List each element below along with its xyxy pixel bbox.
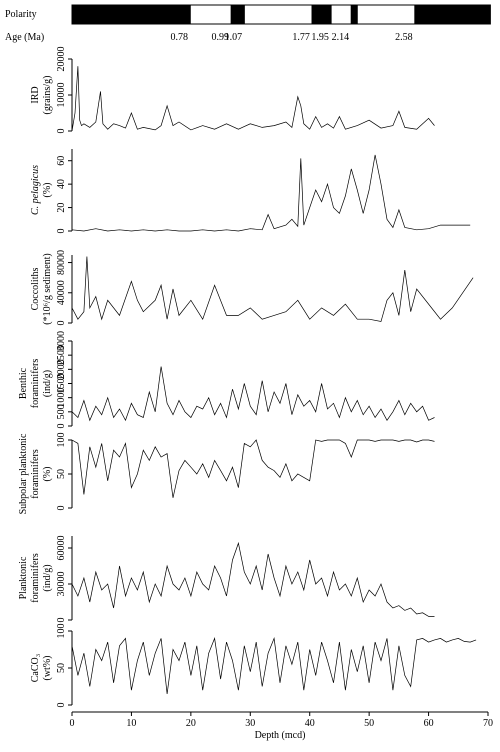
polarity-interval <box>350 4 358 25</box>
polarity-interval <box>356 4 416 25</box>
y-tick-label: 100 <box>56 433 67 448</box>
age-value: 0.78 <box>171 32 189 43</box>
data-line <box>71 541 435 617</box>
polarity-interval <box>71 4 191 25</box>
y-axis-title: foraminifers <box>30 359 41 409</box>
data-line <box>71 256 474 322</box>
x-tick-label: 50 <box>364 718 374 729</box>
y-axis-title: C. pelagicus <box>30 165 41 215</box>
y-tick-label: 2000 <box>56 359 67 379</box>
y-tick-label: 0 <box>56 424 67 429</box>
x-tick-label: 20 <box>186 718 196 729</box>
y-tick-label: 0 <box>56 506 67 511</box>
y-tick-label: 60 <box>56 156 67 166</box>
y-axis-title: Subpolar planktonic <box>18 433 29 514</box>
data-line <box>71 439 435 498</box>
y-axis-title: (ind/g) <box>42 564 53 591</box>
y-tick-label: 10000 <box>56 83 67 108</box>
x-tick-label: 40 <box>305 718 315 729</box>
y-tick-label: 2500 <box>56 345 67 365</box>
y-tick-label: 80000 <box>56 250 67 275</box>
polarity-interval <box>243 4 313 25</box>
age-value: 2.58 <box>395 32 413 43</box>
y-tick-label: 0 <box>56 129 67 134</box>
y-axis-title: (%) <box>42 467 53 482</box>
x-tick-label: 0 <box>70 718 75 729</box>
y-tick-label: 1500 <box>56 374 67 394</box>
y-tick-label: 40 <box>56 179 67 189</box>
y-axis-title: Benthic <box>18 367 29 399</box>
y-tick-label: 40000 <box>56 280 67 305</box>
y-tick-label: 500 <box>56 404 67 419</box>
y-tick-label: 60000 <box>56 536 67 561</box>
polarity-interval <box>311 4 332 25</box>
y-tick-label: 0 <box>56 703 67 708</box>
x-tick-label: 30 <box>245 718 255 729</box>
age-label: Age (Ma) <box>5 32 44 43</box>
y-axis-title: (grains/g) <box>42 76 53 115</box>
y-tick-label: 100 <box>56 624 67 639</box>
y-axis-title: Planktonic <box>18 556 29 599</box>
y-tick-label: 20000 <box>56 47 67 72</box>
y-tick-label: 0 <box>56 618 67 623</box>
age-value: 0.99 <box>212 32 230 43</box>
y-axis-title: Coccoliths <box>30 268 41 311</box>
y-axis-title: foraminifers <box>30 449 41 499</box>
y-tick-label: 0 <box>56 321 67 326</box>
y-tick-label: 0 <box>56 229 67 234</box>
x-tick-label: 70 <box>483 718 493 729</box>
age-value: 1.07 <box>225 32 243 43</box>
x-tick-label: 10 <box>126 718 136 729</box>
data-line <box>71 366 435 422</box>
y-tick-label: 20 <box>56 203 67 213</box>
y-axis-title: (%) <box>42 183 53 198</box>
x-axis-title: Depth (mcd) <box>255 730 306 741</box>
y-axis-title: (wt%) <box>42 656 53 681</box>
y-axis-title: (*10⁶/g sediment) <box>42 253 53 325</box>
age-value: 2.14 <box>332 32 350 43</box>
polarity-interval <box>189 4 232 25</box>
y-tick-label: 1000 <box>56 388 67 408</box>
polarity-interval <box>414 4 491 25</box>
y-tick-label: 30000 <box>56 572 67 597</box>
y-axis-title: foraminifers <box>30 553 41 603</box>
data-line <box>71 637 477 694</box>
polarity-interval <box>230 4 245 25</box>
data-line <box>71 154 471 232</box>
y-axis-title: IRD <box>30 86 41 103</box>
age-value: 1.95 <box>311 32 329 43</box>
y-tick-label: 3000 <box>56 331 67 351</box>
y-axis-title: CaCO₃ <box>30 654 41 683</box>
polarity-label: Polarity <box>5 9 37 20</box>
data-line <box>71 66 435 132</box>
age-value: 1.77 <box>292 32 310 43</box>
y-tick-label: 50 <box>56 469 67 479</box>
x-tick-label: 60 <box>424 718 434 729</box>
polarity-interval <box>330 4 352 25</box>
y-axis-title: (ind/g) <box>42 370 53 397</box>
y-tick-label: 50 <box>56 663 67 673</box>
